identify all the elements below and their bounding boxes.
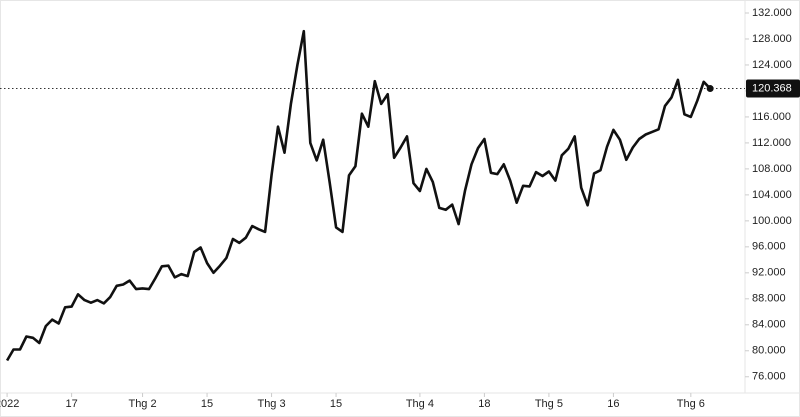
y-tick-label: 80.000 <box>752 345 786 357</box>
price-label-box <box>746 79 800 98</box>
y-tick-label: 124.000 <box>752 59 792 71</box>
x-tick-label: 2022 <box>0 398 19 410</box>
y-tick-label: 88.000 <box>752 293 786 305</box>
x-tick-label: Thg 6 <box>677 398 705 410</box>
y-tick-label: 76.000 <box>752 371 786 383</box>
y-tick-label: 92.000 <box>752 267 786 279</box>
x-tick-label: Thg 3 <box>257 398 285 410</box>
y-tick-label: 96.000 <box>752 241 786 253</box>
price-label: 120.368 <box>752 82 792 94</box>
y-tick-label: 100.000 <box>752 215 792 227</box>
y-tick-label: 104.000 <box>752 189 792 201</box>
line-series <box>5 29 712 362</box>
y-tick-label: 84.000 <box>752 319 786 331</box>
x-tick-label: 15 <box>330 398 342 410</box>
x-tick-label: Thg 4 <box>406 398 434 410</box>
x-tick-label: 18 <box>478 398 490 410</box>
last-point <box>706 85 714 93</box>
x-tick-label: Thg 5 <box>535 398 563 410</box>
x-tick-label: 16 <box>607 398 619 410</box>
y-tick-label: 108.000 <box>752 163 792 175</box>
y-tick-label: 132.000 <box>752 7 792 19</box>
x-tick-label: 17 <box>65 398 77 410</box>
x-tick-label: 15 <box>201 398 213 410</box>
y-tick-label: 116.000 <box>752 111 791 123</box>
y-tick-label: 112.000 <box>752 137 791 149</box>
x-tick-label: Thg 2 <box>128 398 156 410</box>
y-tick-label: 128.000 <box>752 33 792 45</box>
